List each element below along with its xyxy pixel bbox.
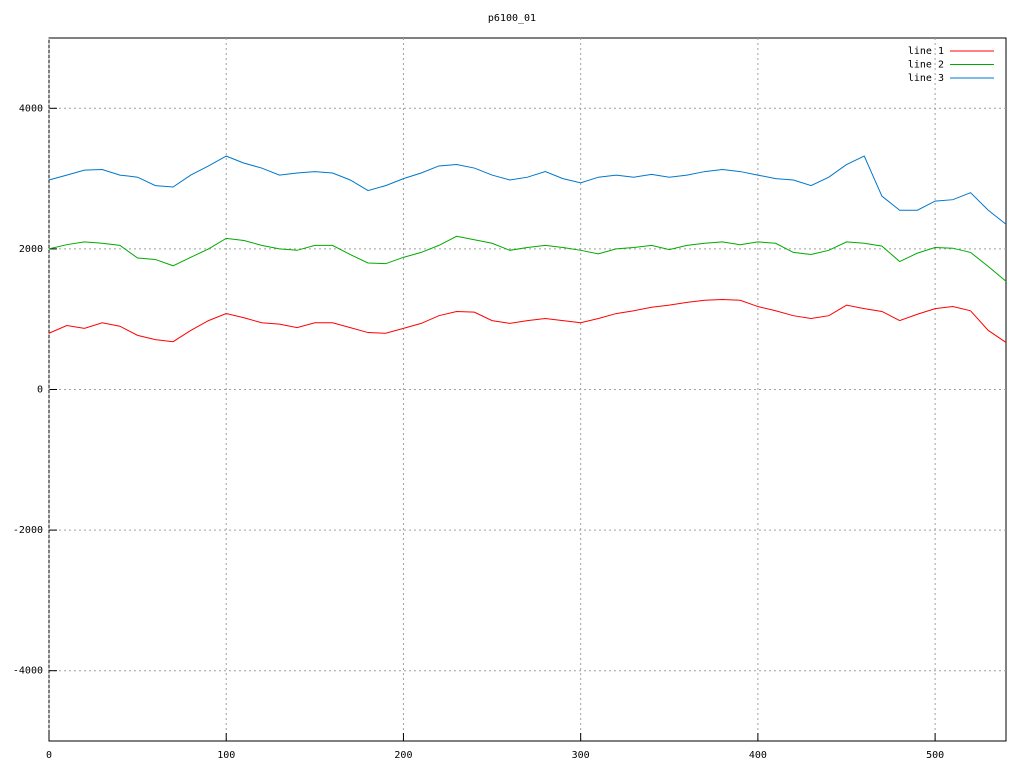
y-tick-label: 2000 — [19, 244, 43, 255]
y-tick-label: 4000 — [19, 103, 43, 114]
y-tick-label: -4000 — [13, 666, 43, 677]
x-tick-label: 0 — [46, 750, 52, 761]
plot-frame — [48, 37, 1007, 742]
legend-label: line 2 — [908, 60, 944, 71]
legend-label: line 1 — [908, 46, 944, 57]
data-line — [48, 235, 1007, 282]
data-line — [48, 299, 1007, 343]
x-tick-label: 400 — [749, 750, 767, 761]
x-tick-label: 300 — [572, 750, 590, 761]
x-tick-label: 200 — [394, 750, 412, 761]
data-line — [48, 155, 1007, 225]
x-tick-label: 100 — [217, 750, 235, 761]
y-tick-label: -2000 — [13, 525, 43, 536]
x-tick-label: 500 — [926, 750, 944, 761]
y-tick-label: 0 — [37, 385, 43, 396]
chart-title: p6100_01 — [488, 13, 536, 24]
legend-label: line 3 — [908, 73, 944, 84]
